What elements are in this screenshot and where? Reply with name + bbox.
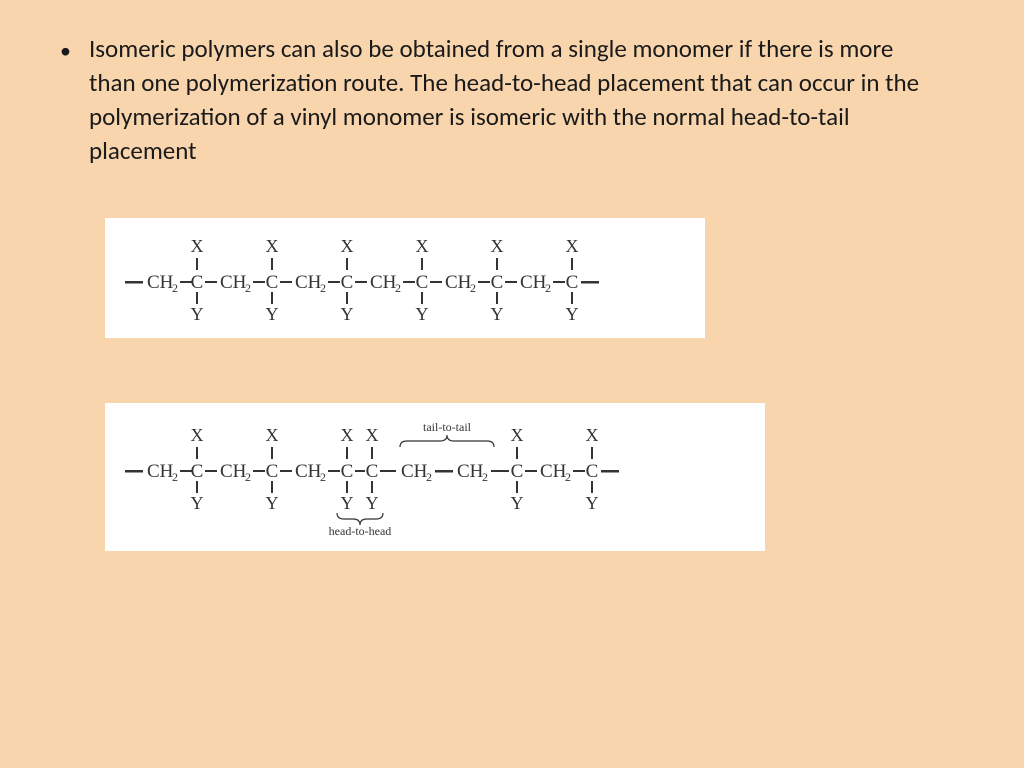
svg-text:2: 2 [320,281,326,295]
svg-text:2: 2 [172,470,178,484]
svg-text:X: X [416,236,429,256]
svg-text:C: C [341,461,354,482]
svg-text:CH: CH [147,272,174,293]
svg-text:2: 2 [565,470,571,484]
svg-text:Y: Y [416,304,429,324]
svg-text:2: 2 [172,281,178,295]
diagram-head-to-tail: CH2 X C Y CH2 X C Y CH2 X [105,218,705,338]
svg-text:CH: CH [445,272,472,293]
svg-text:C: C [266,461,279,482]
svg-text:C: C [366,461,379,482]
svg-text:C: C [566,272,579,293]
slide: • Isomeric polymers can also be obtained… [0,0,1024,556]
svg-text:Y: Y [566,304,579,324]
svg-text:Y: Y [191,304,204,324]
svg-text:C: C [491,272,504,293]
svg-text:X: X [341,425,354,445]
svg-text:C: C [416,272,429,293]
svg-text:Y: Y [491,304,504,324]
svg-text:2: 2 [545,281,551,295]
bullet-marker: • [60,32,71,68]
svg-text:CH: CH [370,272,397,293]
svg-text:X: X [511,425,524,445]
svg-text:X: X [566,236,579,256]
svg-text:2: 2 [245,470,251,484]
svg-text:Y: Y [266,304,279,324]
svg-text:CH: CH [457,461,484,482]
svg-text:C: C [586,461,599,482]
svg-text:C: C [191,461,204,482]
label-head-to-head: head-to-head [329,524,392,537]
svg-text:Y: Y [511,493,524,513]
svg-text:CH: CH [147,461,174,482]
svg-text:CH: CH [401,461,428,482]
svg-text:X: X [266,425,279,445]
svg-text:CH: CH [540,461,567,482]
svg-text:X: X [366,425,379,445]
svg-text:Y: Y [341,493,354,513]
svg-text:CH: CH [220,272,247,293]
bullet-item: • Isomeric polymers can also be obtained… [60,32,964,168]
svg-text:C: C [191,272,204,293]
svg-text:Y: Y [341,304,354,324]
chain-svg-2: CH2 X C Y CH2 X C Y CH2 X [125,417,745,537]
svg-text:Y: Y [191,493,204,513]
svg-text:2: 2 [245,281,251,295]
svg-text:X: X [341,236,354,256]
svg-text:Y: Y [586,493,599,513]
svg-text:2: 2 [426,470,432,484]
svg-text:X: X [191,236,204,256]
svg-text:Y: Y [366,493,379,513]
chain-svg-1: CH2 X C Y CH2 X C Y CH2 X [125,232,685,324]
svg-text:C: C [511,461,524,482]
svg-text:X: X [586,425,599,445]
svg-text:2: 2 [470,281,476,295]
svg-text:Y: Y [266,493,279,513]
svg-text:X: X [266,236,279,256]
svg-text:CH: CH [295,461,322,482]
label-tail-to-tail: tail-to-tail [423,420,472,434]
svg-text:C: C [341,272,354,293]
svg-text:2: 2 [482,470,488,484]
svg-text:CH: CH [520,272,547,293]
svg-text:X: X [491,236,504,256]
svg-text:X: X [191,425,204,445]
diagram-head-to-head: CH2 X C Y CH2 X C Y CH2 X [105,403,765,551]
svg-text:2: 2 [320,470,326,484]
bullet-text: Isomeric polymers can also be obtained f… [89,32,929,168]
svg-text:2: 2 [395,281,401,295]
svg-text:CH: CH [295,272,322,293]
svg-text:C: C [266,272,279,293]
svg-text:CH: CH [220,461,247,482]
